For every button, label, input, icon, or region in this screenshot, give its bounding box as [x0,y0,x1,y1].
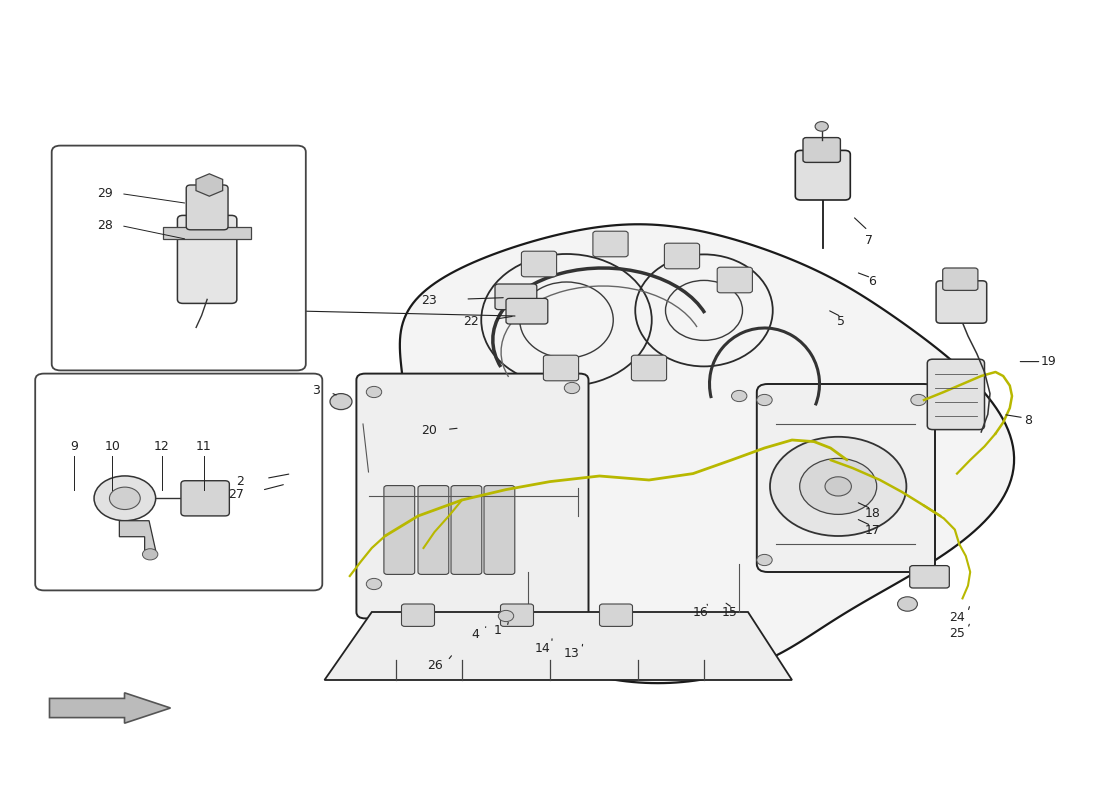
Circle shape [800,458,877,514]
FancyBboxPatch shape [180,481,229,516]
Text: 22: 22 [463,315,478,328]
Text: 27: 27 [229,488,244,501]
Circle shape [757,394,772,406]
FancyBboxPatch shape [521,251,557,277]
Bar [163,226,251,239]
Polygon shape [50,693,170,723]
Circle shape [564,382,580,394]
FancyBboxPatch shape [384,486,415,574]
Circle shape [498,610,514,622]
Circle shape [366,578,382,590]
FancyBboxPatch shape [757,384,935,572]
Circle shape [815,122,828,131]
Text: 2: 2 [235,475,244,488]
Text: 20: 20 [421,424,437,437]
Circle shape [770,437,906,536]
Text: 3: 3 [311,384,320,397]
Circle shape [757,554,772,566]
Text: 4: 4 [471,628,480,641]
Text: 15: 15 [722,606,737,618]
Text: ros: ros [621,310,893,458]
FancyBboxPatch shape [402,604,434,626]
Circle shape [330,394,352,410]
Text: 18: 18 [865,507,880,520]
FancyBboxPatch shape [543,355,579,381]
Text: 26: 26 [427,659,442,672]
FancyBboxPatch shape [356,374,588,618]
Text: 19: 19 [1041,355,1056,368]
FancyBboxPatch shape [910,566,949,588]
FancyBboxPatch shape [186,185,228,230]
Text: 8: 8 [1024,414,1033,426]
Polygon shape [379,224,1014,683]
Text: 14: 14 [535,642,550,654]
FancyBboxPatch shape [795,150,850,200]
FancyBboxPatch shape [593,231,628,257]
FancyBboxPatch shape [451,486,482,574]
Text: 13: 13 [564,647,580,660]
FancyBboxPatch shape [717,267,752,293]
FancyBboxPatch shape [495,284,537,310]
FancyBboxPatch shape [177,215,236,303]
Polygon shape [119,521,156,550]
Text: 10: 10 [104,440,120,453]
Text: 1: 1 [493,624,502,637]
Text: 25: 25 [949,627,965,640]
Circle shape [109,487,141,510]
FancyBboxPatch shape [631,355,667,381]
Text: 11: 11 [196,440,211,453]
Text: 16: 16 [693,606,708,618]
FancyBboxPatch shape [943,268,978,290]
Circle shape [142,549,157,560]
FancyBboxPatch shape [936,281,987,323]
FancyBboxPatch shape [484,486,515,574]
FancyBboxPatch shape [52,146,306,370]
Text: eu: eu [478,310,691,458]
FancyBboxPatch shape [418,486,449,574]
Circle shape [898,597,917,611]
FancyBboxPatch shape [35,374,322,590]
FancyBboxPatch shape [500,604,534,626]
Text: 29: 29 [97,187,112,200]
Text: 12: 12 [154,440,169,453]
Text: 24: 24 [949,611,965,624]
Text: 17: 17 [865,524,880,537]
FancyBboxPatch shape [506,298,548,324]
Text: 23: 23 [421,294,437,306]
Polygon shape [324,612,792,680]
Circle shape [366,386,382,398]
Text: 6: 6 [868,275,877,288]
Text: 9: 9 [69,440,78,453]
Text: 7: 7 [865,234,873,246]
Circle shape [825,477,851,496]
FancyBboxPatch shape [664,243,700,269]
Text: 28: 28 [97,219,112,232]
Text: a passion since 1985: a passion since 1985 [462,519,651,537]
FancyBboxPatch shape [927,359,984,430]
Circle shape [94,476,156,521]
Text: 5: 5 [837,315,846,328]
Circle shape [732,390,747,402]
FancyBboxPatch shape [600,604,632,626]
Circle shape [911,394,926,406]
FancyBboxPatch shape [803,138,840,162]
